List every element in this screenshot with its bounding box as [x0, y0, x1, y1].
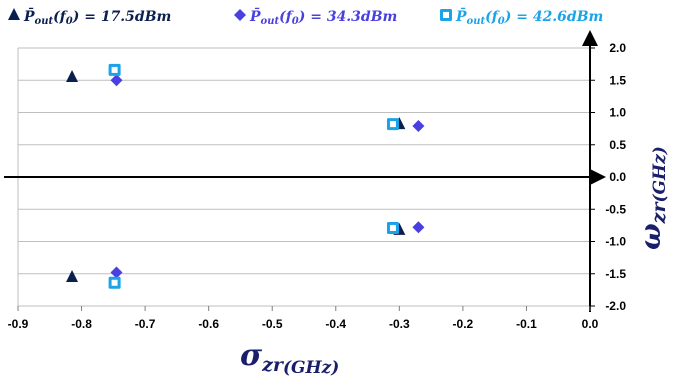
square-point [108, 276, 121, 289]
legend-item: P̄out(f0) = 42.6dBm [440, 6, 603, 27]
x-tick-label: -0.5 [262, 317, 283, 331]
y-tick-label: -2.0 [605, 299, 626, 313]
diamond-point [412, 120, 425, 133]
x-tick-label: -0.8 [71, 317, 92, 331]
triangle-point [66, 70, 79, 83]
y-tick-label: 0.5 [609, 138, 626, 152]
x-tick-labels: -0.9 -0.8 -0.7 -0.6 -0.5 -0.4 -0.3 -0.2 -0.1 0.0 [8, 306, 599, 331]
diamond-point [412, 221, 425, 234]
x-tick-label: -0.7 [135, 317, 156, 331]
data-points [66, 63, 425, 289]
y-tick-label: 0.0 [609, 170, 626, 184]
square-point [108, 63, 121, 76]
y-tick-label: 2.0 [609, 41, 626, 55]
triangle-legend-icon [8, 8, 20, 20]
y-tick-label: -0.5 [605, 202, 626, 216]
x-tick-label: 0.0 [582, 317, 599, 331]
x-tick-label: -0.1 [516, 317, 537, 331]
y-tick-label: 1.0 [609, 106, 626, 120]
legend: P̄out(f0) = 17.5dBm P̄out(f0) = 34.3dBm P̄… [8, 6, 603, 27]
diamond-point [110, 266, 123, 279]
legend-item: P̄out(f0) = 17.5dBm [8, 6, 171, 27]
x-tick-label: -0.2 [453, 317, 474, 331]
x-tick-label: -0.9 [8, 317, 29, 331]
y-tick-label: -1.0 [605, 235, 626, 249]
y-axis-label: ωzr(GHz) [634, 146, 670, 250]
x-tick-label: -0.3 [389, 317, 410, 331]
y-tick-labels: 2.0 1.5 1.0 0.5 0.0 -0.5 -1.0 -1.5 -2.0 [590, 41, 626, 313]
y-tick-label: 1.5 [609, 73, 626, 87]
square-point [386, 118, 399, 131]
diamond-point [110, 74, 123, 87]
triangle-point [66, 269, 79, 282]
axes [4, 30, 606, 312]
x-axis-label: σzr(GHz) [240, 338, 339, 378]
x-tick-label: -0.4 [325, 317, 346, 331]
legend-label: P̄out(f0) = 34.3dBm [249, 6, 397, 27]
legend-label: P̄out(f0) = 17.5dBm [23, 6, 171, 27]
legend-item: P̄out(f0) = 34.3dBm [234, 6, 397, 27]
x-tick-label: -0.6 [198, 317, 219, 331]
square-point [386, 221, 399, 234]
y-tick-label: -1.5 [605, 267, 626, 281]
diamond-legend-icon [234, 9, 246, 21]
square-legend-icon [440, 9, 452, 21]
legend-label: P̄out(f0) = 42.6dBm [455, 6, 603, 27]
